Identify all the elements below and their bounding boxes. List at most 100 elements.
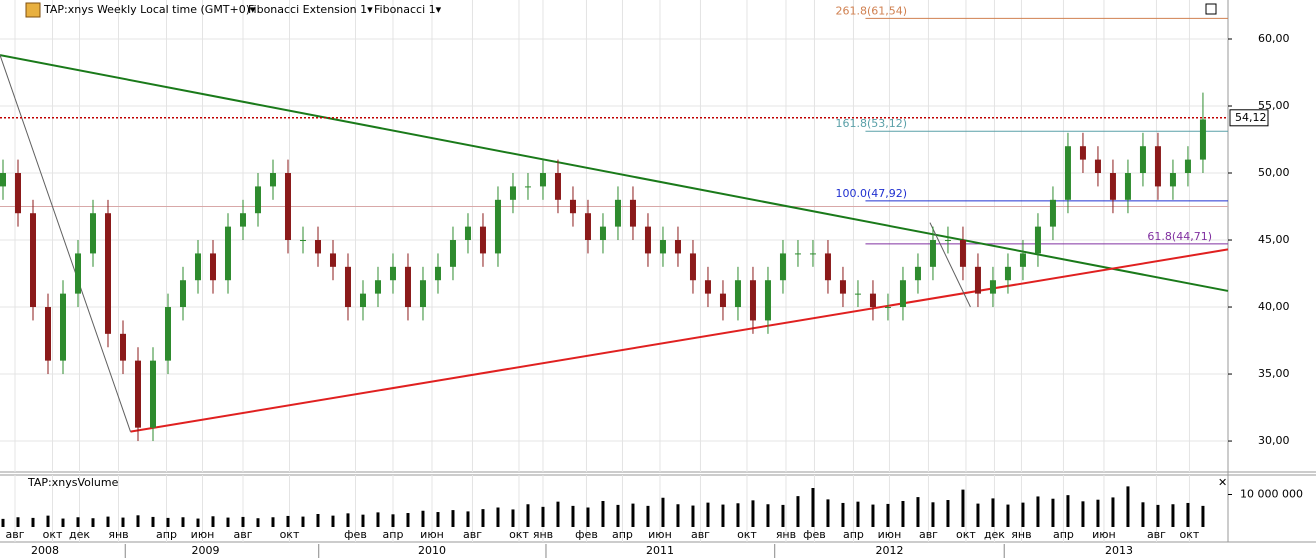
volume-bar — [436, 512, 440, 527]
x-tick-label: авг — [1147, 528, 1166, 541]
indicator[interactable]: Fibonacci Extension 1▾ — [248, 3, 373, 16]
candle-body — [254, 186, 261, 214]
y-tick-label: 10 000 000 — [1240, 488, 1303, 501]
volume-bar — [646, 505, 650, 527]
volume-bar — [826, 499, 830, 527]
year-label: 2009 — [191, 544, 219, 557]
fib-label: 261.8(61,54) — [835, 4, 907, 17]
volume-bar — [46, 515, 50, 527]
candle-body — [944, 240, 951, 242]
volume-bar — [1051, 498, 1055, 527]
candle-body — [854, 293, 861, 295]
candle-body — [1079, 146, 1086, 160]
trend-line — [130, 248, 1229, 433]
volume-bar — [811, 488, 815, 527]
candle-body — [0, 173, 6, 187]
candle-body — [404, 266, 411, 308]
x-tick-label: фев — [803, 528, 826, 541]
volume-bar — [526, 504, 530, 527]
x-tick-label: апр — [612, 528, 633, 541]
volume-bar — [1081, 501, 1085, 527]
volume-bar — [76, 517, 80, 527]
x-tick-label: июн — [420, 528, 444, 541]
symbol-icon[interactable] — [25, 2, 41, 18]
x-tick-label: дек — [69, 528, 90, 541]
chart-title[interactable]: TAP:xnys Weekly Local time (GMT+0)▾ — [43, 3, 256, 16]
fib-label: 100.0(47,92) — [835, 187, 907, 200]
candle-body — [194, 253, 201, 281]
x-tick-label: июн — [648, 528, 672, 541]
candle-body — [374, 280, 381, 294]
candle-body — [1004, 266, 1011, 281]
candle-body — [614, 199, 621, 227]
candle-body — [299, 240, 306, 242]
volume-bar — [196, 518, 200, 527]
candle-body — [1109, 173, 1116, 200]
last-price-box — [1229, 109, 1269, 127]
y-tick-label: 35,00 — [1258, 367, 1290, 380]
volume-bar — [31, 517, 35, 527]
volume-bar — [1141, 502, 1145, 527]
y-tick-label: 50,00 — [1258, 166, 1290, 179]
volume-bar — [211, 516, 215, 527]
close-button[interactable]: ✕ — [1218, 476, 1227, 489]
candle-body — [1019, 253, 1026, 267]
candle-body — [659, 240, 666, 254]
volume-bar — [841, 502, 845, 527]
candle-body — [554, 173, 561, 200]
candle-body — [509, 186, 516, 200]
candle-body — [209, 253, 216, 281]
candle-body — [674, 240, 681, 254]
volume-bar — [361, 514, 365, 527]
x-tick-label: авг — [919, 528, 938, 541]
candle-body — [689, 253, 696, 281]
volume-bar — [541, 506, 545, 527]
volume-bar — [271, 517, 275, 527]
volume-bar — [106, 516, 110, 527]
volume-bar — [781, 504, 785, 527]
volume-bar — [256, 518, 260, 527]
fib-label: 61.8(44,71) — [1147, 230, 1212, 243]
volume-bar — [856, 501, 860, 527]
volume-bar — [241, 516, 245, 527]
volume-bar — [286, 515, 290, 527]
candle-body — [989, 280, 996, 294]
candle-body — [539, 173, 546, 187]
last-price-label: 54,12 — [1235, 111, 1267, 124]
candle-body — [899, 280, 906, 308]
volume-bar — [661, 497, 665, 527]
volume-bar — [556, 501, 560, 527]
candle-body — [704, 280, 711, 294]
candle-body — [119, 333, 126, 361]
candle-body — [44, 307, 51, 361]
volume-bar — [496, 507, 500, 527]
candle-body — [1064, 146, 1071, 200]
candle-body — [779, 253, 786, 281]
candle-body — [74, 253, 81, 294]
x-tick-label: апр — [1053, 528, 1074, 541]
volume-bar — [136, 515, 140, 527]
candle-body — [869, 293, 876, 308]
x-tick-label: авг — [463, 528, 482, 541]
volume-bar — [121, 517, 125, 527]
candle-body — [434, 266, 441, 281]
x-tick-label: янв — [108, 528, 128, 541]
indicator[interactable]: Fibonacci 1▾ — [374, 3, 442, 16]
x-tick-label: окт — [280, 528, 300, 541]
volume-bar — [886, 503, 890, 527]
x-tick-label: апр — [843, 528, 864, 541]
volume-bar — [721, 504, 725, 527]
volume-bar — [616, 504, 620, 527]
volume-bar — [1096, 499, 1100, 527]
candle-body — [959, 240, 966, 267]
x-tick-label: окт — [1180, 528, 1200, 541]
candle-body — [569, 199, 576, 214]
candle-body — [599, 226, 606, 241]
candle-body — [164, 307, 171, 361]
candle-body — [764, 280, 771, 321]
volume-bar — [1021, 502, 1025, 527]
maximize-button[interactable] — [1205, 3, 1217, 15]
volume-bar — [796, 496, 800, 527]
candle-body — [89, 213, 96, 254]
